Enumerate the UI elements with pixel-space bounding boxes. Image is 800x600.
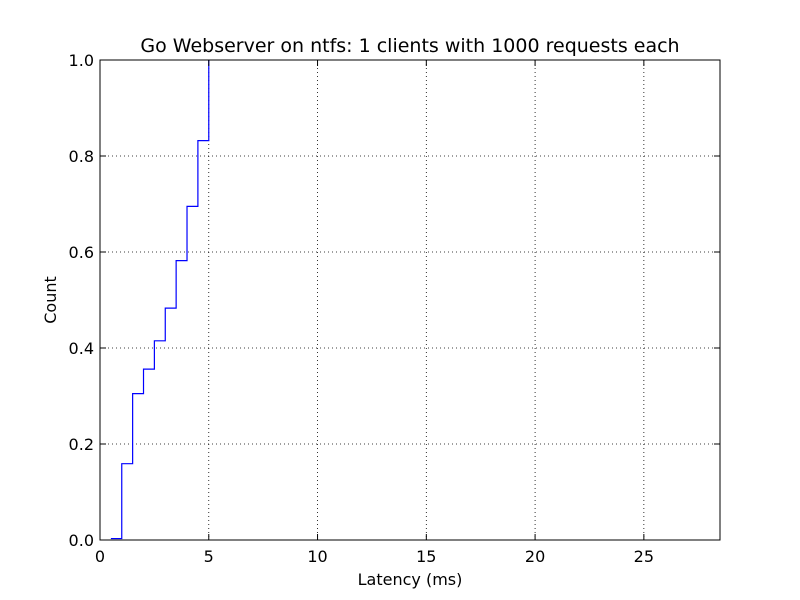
y-tick-label: 0.2 <box>69 435 94 454</box>
x-tick-label: 15 <box>416 547 436 566</box>
axis-ticks: 0 5 10 15 20 25 0.0 0.2 0.4 0.6 0.8 1.0 <box>69 51 720 566</box>
plot-frame <box>99 59 721 541</box>
cdf-step-line <box>110 60 210 540</box>
y-tick-label: 0.0 <box>69 531 94 550</box>
y-tick-label: 0.6 <box>69 243 94 262</box>
y-tick-label: 1.0 <box>69 51 94 70</box>
x-tick-label: 25 <box>634 547 654 566</box>
x-tick-label: 10 <box>307 547 327 566</box>
x-tick-label: 5 <box>204 547 214 566</box>
x-tick-label: 20 <box>525 547 545 566</box>
x-axis-label: Latency (ms) <box>358 570 463 589</box>
y-axis-label: Count <box>41 276 60 324</box>
y-tick-label: 0.8 <box>69 147 94 166</box>
series-group <box>110 60 210 540</box>
x-tick-label: 0 <box>95 547 105 566</box>
y-tick-label: 0.4 <box>69 339 94 358</box>
chart-title: Go Webserver on ntfs: 1 clients with 100… <box>140 35 679 57</box>
